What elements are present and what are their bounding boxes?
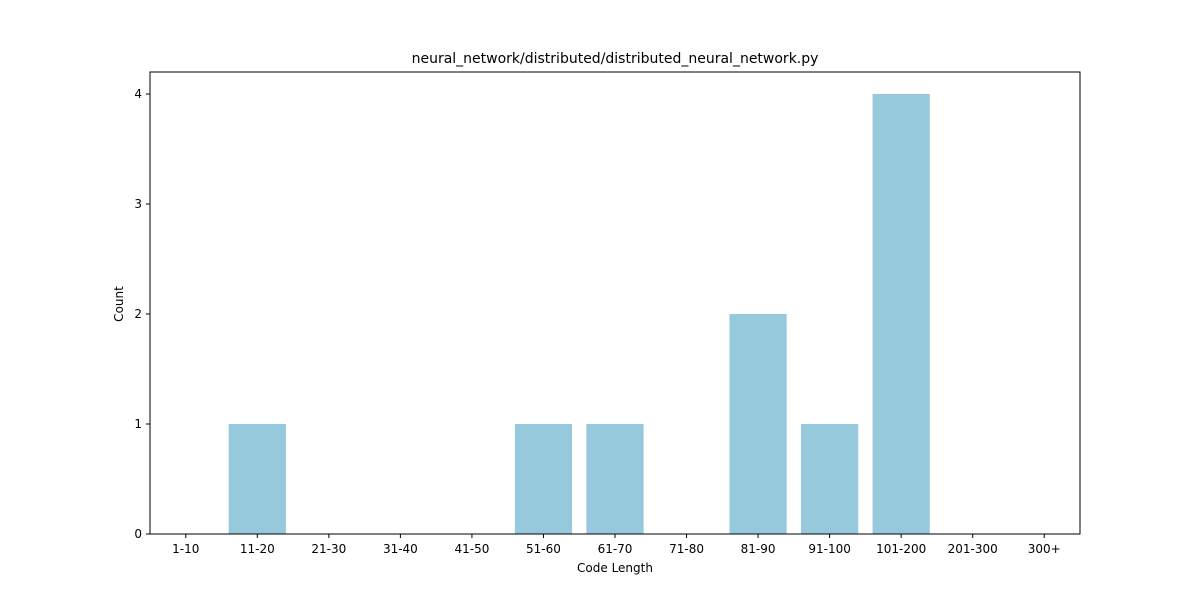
bars-layer xyxy=(228,94,930,534)
axes-layer: 1-10 11-20 21-30 31-40 41-50 51-60 61-70 71-80 8… xyxy=(134,71,1081,556)
bar-61-70 xyxy=(586,424,644,534)
x-axis-label: Code Length xyxy=(577,561,653,575)
y-tick-label: 2 xyxy=(134,307,142,321)
y-tick-label: 4 xyxy=(134,87,142,101)
x-tick-label: 71-80 xyxy=(669,542,704,556)
x-tick-label: 61-70 xyxy=(598,542,633,556)
bar-11-20 xyxy=(228,424,286,534)
y-tick-label: 1 xyxy=(134,417,142,431)
chart-title: neural_network/distributed/distributed_n… xyxy=(412,51,819,67)
x-tick-label: 300+ xyxy=(1028,542,1061,556)
y-tick-label: 0 xyxy=(134,527,142,541)
x-tick-label: 201-300 xyxy=(948,542,998,556)
x-tick-label: 51-60 xyxy=(526,542,561,556)
y-axis-label: Count xyxy=(112,286,126,322)
x-tick-label: 91-100 xyxy=(808,542,851,556)
x-tick-label: 101-200 xyxy=(876,542,926,556)
x-tick-label: 1-10 xyxy=(172,542,199,556)
x-tick-label: 81-90 xyxy=(741,542,776,556)
bar-81-90 xyxy=(729,314,787,534)
x-tick-label: 41-50 xyxy=(454,542,489,556)
y-tick-label: 3 xyxy=(134,197,142,211)
x-tick-label: 11-20 xyxy=(240,542,275,556)
x-tick-label: 21-30 xyxy=(311,542,346,556)
bar-91-100 xyxy=(801,424,859,534)
x-tick-label: 31-40 xyxy=(383,542,418,556)
bar-101-200 xyxy=(872,94,930,534)
bar-51-60 xyxy=(514,424,573,534)
